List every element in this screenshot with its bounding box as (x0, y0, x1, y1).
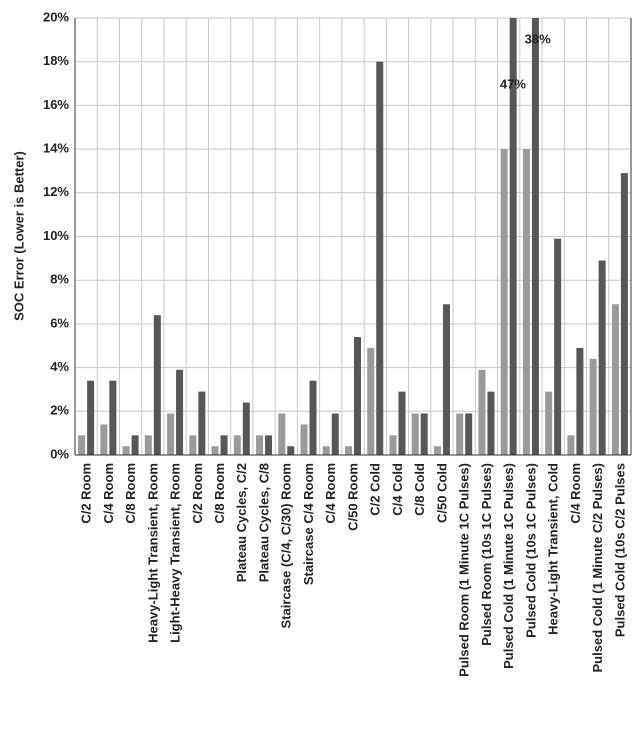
y-axis-label: SOC Error (Lower is Better) (11, 151, 26, 321)
bar (322, 446, 330, 455)
y-tick-label: 12% (43, 184, 69, 199)
y-tick-label: 0% (50, 446, 69, 461)
bar (309, 380, 317, 455)
bar (220, 435, 228, 455)
bar (478, 369, 486, 455)
value-label: 38% (525, 31, 551, 46)
x-tick-label: Plateau Cycles, C/2 (234, 463, 249, 582)
value-label: 47% (500, 76, 526, 91)
bar (278, 413, 286, 455)
bar (620, 173, 628, 455)
bar (487, 391, 495, 455)
bar (189, 435, 197, 455)
bar (242, 402, 250, 455)
bar (345, 446, 352, 455)
bar (598, 260, 606, 455)
x-tick-label: C/4 Room (101, 463, 116, 524)
bar (78, 435, 86, 455)
y-tick-label: 10% (43, 228, 69, 243)
bar (411, 413, 419, 455)
bar (100, 424, 108, 455)
y-tick-label: 2% (50, 403, 69, 418)
bar (233, 435, 241, 455)
x-tick-label: C/4 Cold (390, 463, 405, 516)
bar (87, 380, 95, 455)
y-tick-label: 6% (50, 315, 69, 330)
x-tick-label: C/4 Room (323, 463, 338, 524)
bar (211, 446, 219, 455)
y-tick-label: 14% (43, 141, 69, 156)
y-tick-label: 20% (43, 9, 69, 24)
bar (331, 413, 339, 455)
bar (465, 413, 473, 455)
bar (545, 391, 553, 455)
bar (167, 413, 175, 455)
x-tick-label: C/50 Room (345, 463, 360, 531)
bar (611, 304, 619, 455)
x-tick-label: Pulsed Cold (10s C/2 Pulses (612, 463, 627, 637)
y-tick-label: 18% (43, 53, 69, 68)
x-tick-label: Staircase C/4 Room (301, 463, 316, 585)
bar (109, 380, 117, 455)
bar (256, 435, 264, 455)
bar (354, 337, 361, 455)
bar (576, 347, 584, 455)
bar (554, 238, 562, 455)
bar (509, 18, 517, 455)
y-tick-label: 4% (50, 359, 69, 374)
bar (567, 435, 575, 455)
bar (398, 391, 406, 455)
bar (367, 347, 375, 455)
bar (153, 315, 161, 455)
x-tick-label: C/2 Room (190, 463, 205, 524)
x-tick-label: Pulsed Cold (10s 1C Pulses) (523, 463, 538, 638)
bar (500, 149, 508, 455)
y-tick-label: 8% (50, 272, 69, 287)
bar (376, 61, 384, 455)
x-tick-label: Heavy-Light Transient, Cold (546, 463, 561, 635)
x-tick-label: C/50 Cold (434, 463, 449, 523)
x-tick-label: Heavy-Light Transient, Room (145, 463, 160, 643)
bar (300, 424, 308, 455)
bar (522, 149, 530, 455)
x-tick-label: C/2 Cold (368, 463, 383, 516)
bar (442, 304, 450, 455)
x-tick-label: Plateau Cycles, C/8 (256, 463, 271, 582)
x-tick-label: Light-Heavy Transient, Room (168, 463, 183, 643)
bar (589, 358, 597, 455)
bar (198, 391, 206, 455)
bar (144, 435, 152, 455)
bar (287, 446, 295, 455)
bar (176, 369, 184, 455)
bar (122, 446, 130, 455)
bar (456, 413, 464, 455)
x-tick-label: Pulsed Room (1 Minute 1C Pulses) (457, 463, 472, 677)
x-tick-label: Pulsed Cold (1 Minute 1C Pulses) (501, 463, 516, 669)
x-tick-label: C/8 Room (123, 463, 138, 524)
x-tick-label: C/8 Cold (412, 463, 427, 516)
x-tick-label: Pulsed Room (10s 1C Pulses) (479, 463, 494, 646)
x-tick-label: C/4 Room (568, 463, 583, 524)
plot-area (78, 18, 628, 455)
bar (433, 446, 441, 455)
y-tick-label: 16% (43, 97, 69, 112)
bar (265, 435, 273, 455)
x-tick-label: C/2 Room (79, 463, 94, 524)
x-tick-label: Staircase (C/4, C/30) Room (279, 463, 294, 628)
bar (131, 435, 139, 455)
bar (420, 413, 428, 455)
x-tick-label: C/8 Room (212, 463, 227, 524)
bar (531, 18, 539, 455)
x-tick-label: Pulsed Cold (1 Minute C/2 Pulses) (590, 463, 605, 672)
bar (389, 435, 397, 455)
